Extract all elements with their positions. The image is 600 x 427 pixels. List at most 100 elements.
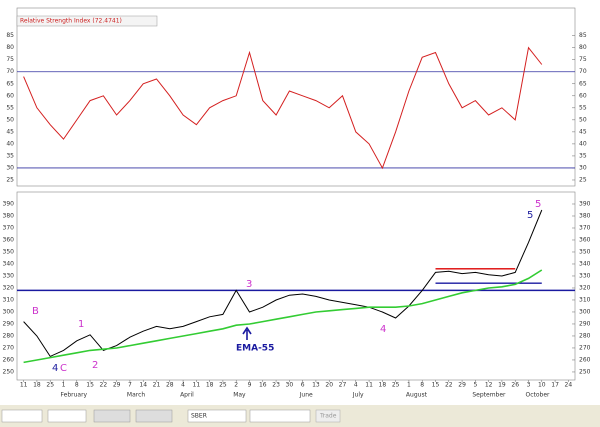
month-label: June xyxy=(299,392,313,399)
annotation: C xyxy=(60,363,67,374)
dropdown[interactable] xyxy=(47,409,87,423)
x-tick-label: 27 xyxy=(339,382,347,389)
y-tick-label: 260 xyxy=(3,356,15,363)
y-tick-label-right: 30 xyxy=(579,164,587,171)
y-tick-label: 70 xyxy=(6,68,14,75)
annotation: 4 xyxy=(380,324,386,335)
annotation: 5 xyxy=(535,199,541,210)
y-tick-label: 65 xyxy=(6,80,14,87)
x-tick-label: 19 xyxy=(498,382,506,389)
x-tick-label: 17 xyxy=(551,382,559,389)
x-tick-label: 5 xyxy=(473,382,477,389)
y-tick-label: 80 xyxy=(6,44,14,51)
y-tick-label-right: 55 xyxy=(579,104,587,111)
x-tick-label: 28 xyxy=(166,382,174,389)
chart-title: Relative Strength Index (72.4741) xyxy=(20,18,122,25)
x-tick-label: 29 xyxy=(458,382,466,389)
y-tick-label: 270 xyxy=(3,344,15,351)
trade-button-label: Trade xyxy=(319,413,337,420)
y-tick-label-right: 330 xyxy=(579,272,591,279)
y-tick-label: 310 xyxy=(3,296,15,303)
y-tick-label-right: 320 xyxy=(579,284,591,291)
y-tick-label-right: 260 xyxy=(579,356,591,363)
y-tick-label-right: 290 xyxy=(579,320,591,327)
x-tick-label: 18 xyxy=(33,382,41,389)
series-line xyxy=(23,269,543,364)
month-label: August xyxy=(406,392,428,399)
x-tick-label: 22 xyxy=(445,382,453,389)
month-label: October xyxy=(526,392,551,399)
annotation: 5 xyxy=(527,210,533,221)
y-tick-label: 35 xyxy=(6,152,14,159)
annotation: 2 xyxy=(92,360,98,371)
color-palette[interactable] xyxy=(93,409,131,423)
dropdown[interactable] xyxy=(249,409,311,423)
y-tick-label: 75 xyxy=(6,56,14,63)
month-label: March xyxy=(127,392,145,399)
y-tick-label-right: 360 xyxy=(579,236,591,243)
y-tick-label-right: 340 xyxy=(579,260,591,267)
y-tick-label-right: 280 xyxy=(579,332,591,339)
y-tick-label: 50 xyxy=(6,116,14,123)
y-tick-label-right: 75 xyxy=(579,56,587,63)
y-tick-label-right: 350 xyxy=(579,248,591,255)
x-tick-label: 25 xyxy=(392,382,400,389)
x-tick-label: 29 xyxy=(113,382,121,389)
x-tick-label: 6 xyxy=(301,382,305,389)
x-tick-label: 7 xyxy=(128,382,132,389)
x-tick-label: 16 xyxy=(259,382,267,389)
annotation: 1 xyxy=(78,319,84,330)
y-tick-label: 25 xyxy=(6,176,14,183)
month-label: May xyxy=(233,392,246,399)
y-tick-label: 290 xyxy=(3,320,15,327)
y-tick-label-right: 45 xyxy=(579,128,587,135)
x-tick-label: 21 xyxy=(153,382,161,389)
x-tick-label: 11 xyxy=(365,382,373,389)
annotation: EMA-55 xyxy=(236,344,274,354)
dropdown[interactable] xyxy=(1,409,43,423)
tools[interactable] xyxy=(135,409,173,423)
x-tick-label: 26 xyxy=(511,382,519,389)
y-tick-label: 300 xyxy=(3,308,15,315)
x-tick-label: 8 xyxy=(75,382,79,389)
annotation: 3 xyxy=(246,279,252,290)
annotation: 4 xyxy=(52,363,58,374)
x-tick-label: 22 xyxy=(100,382,108,389)
symbol-box[interactable] xyxy=(187,409,247,423)
y-tick-label: 370 xyxy=(3,224,15,231)
month-label: July xyxy=(352,392,364,399)
y-tick-label-right: 65 xyxy=(579,80,587,87)
plot-frame xyxy=(16,7,576,187)
y-tick-label: 350 xyxy=(3,248,15,255)
y-tick-label-right: 310 xyxy=(579,296,591,303)
trade-button[interactable] xyxy=(315,409,341,423)
x-tick-label: 10 xyxy=(538,382,546,389)
y-tick-label: 340 xyxy=(3,260,15,267)
x-tick-label: 25 xyxy=(219,382,227,389)
y-tick-label-right: 50 xyxy=(579,116,587,123)
month-label: September xyxy=(472,392,506,399)
x-tick-label: 11 xyxy=(193,382,201,389)
x-tick-label: 8 xyxy=(420,382,424,389)
x-tick-label: 1 xyxy=(407,382,411,389)
x-tick-label: 25 xyxy=(46,382,54,389)
y-tick-label-right: 40 xyxy=(579,140,587,147)
y-tick-label: 40 xyxy=(6,140,14,147)
x-tick-label: 1 xyxy=(62,382,66,389)
y-tick-label: 55 xyxy=(6,104,14,111)
y-tick-label: 320 xyxy=(3,284,15,291)
y-tick-label-right: 250 xyxy=(579,368,591,375)
arrow xyxy=(242,326,252,340)
month-label: April xyxy=(180,392,194,399)
annotation: B xyxy=(32,306,39,317)
y-tick-label-right: 370 xyxy=(579,224,591,231)
y-tick-label-right: 60 xyxy=(579,92,587,99)
plot-frame xyxy=(16,191,576,381)
y-tick-label: 45 xyxy=(6,128,14,135)
x-tick-label: 3 xyxy=(527,382,531,389)
x-tick-label: 18 xyxy=(206,382,214,389)
x-tick-label: 24 xyxy=(565,382,573,389)
y-tick-label-right: 300 xyxy=(579,308,591,315)
